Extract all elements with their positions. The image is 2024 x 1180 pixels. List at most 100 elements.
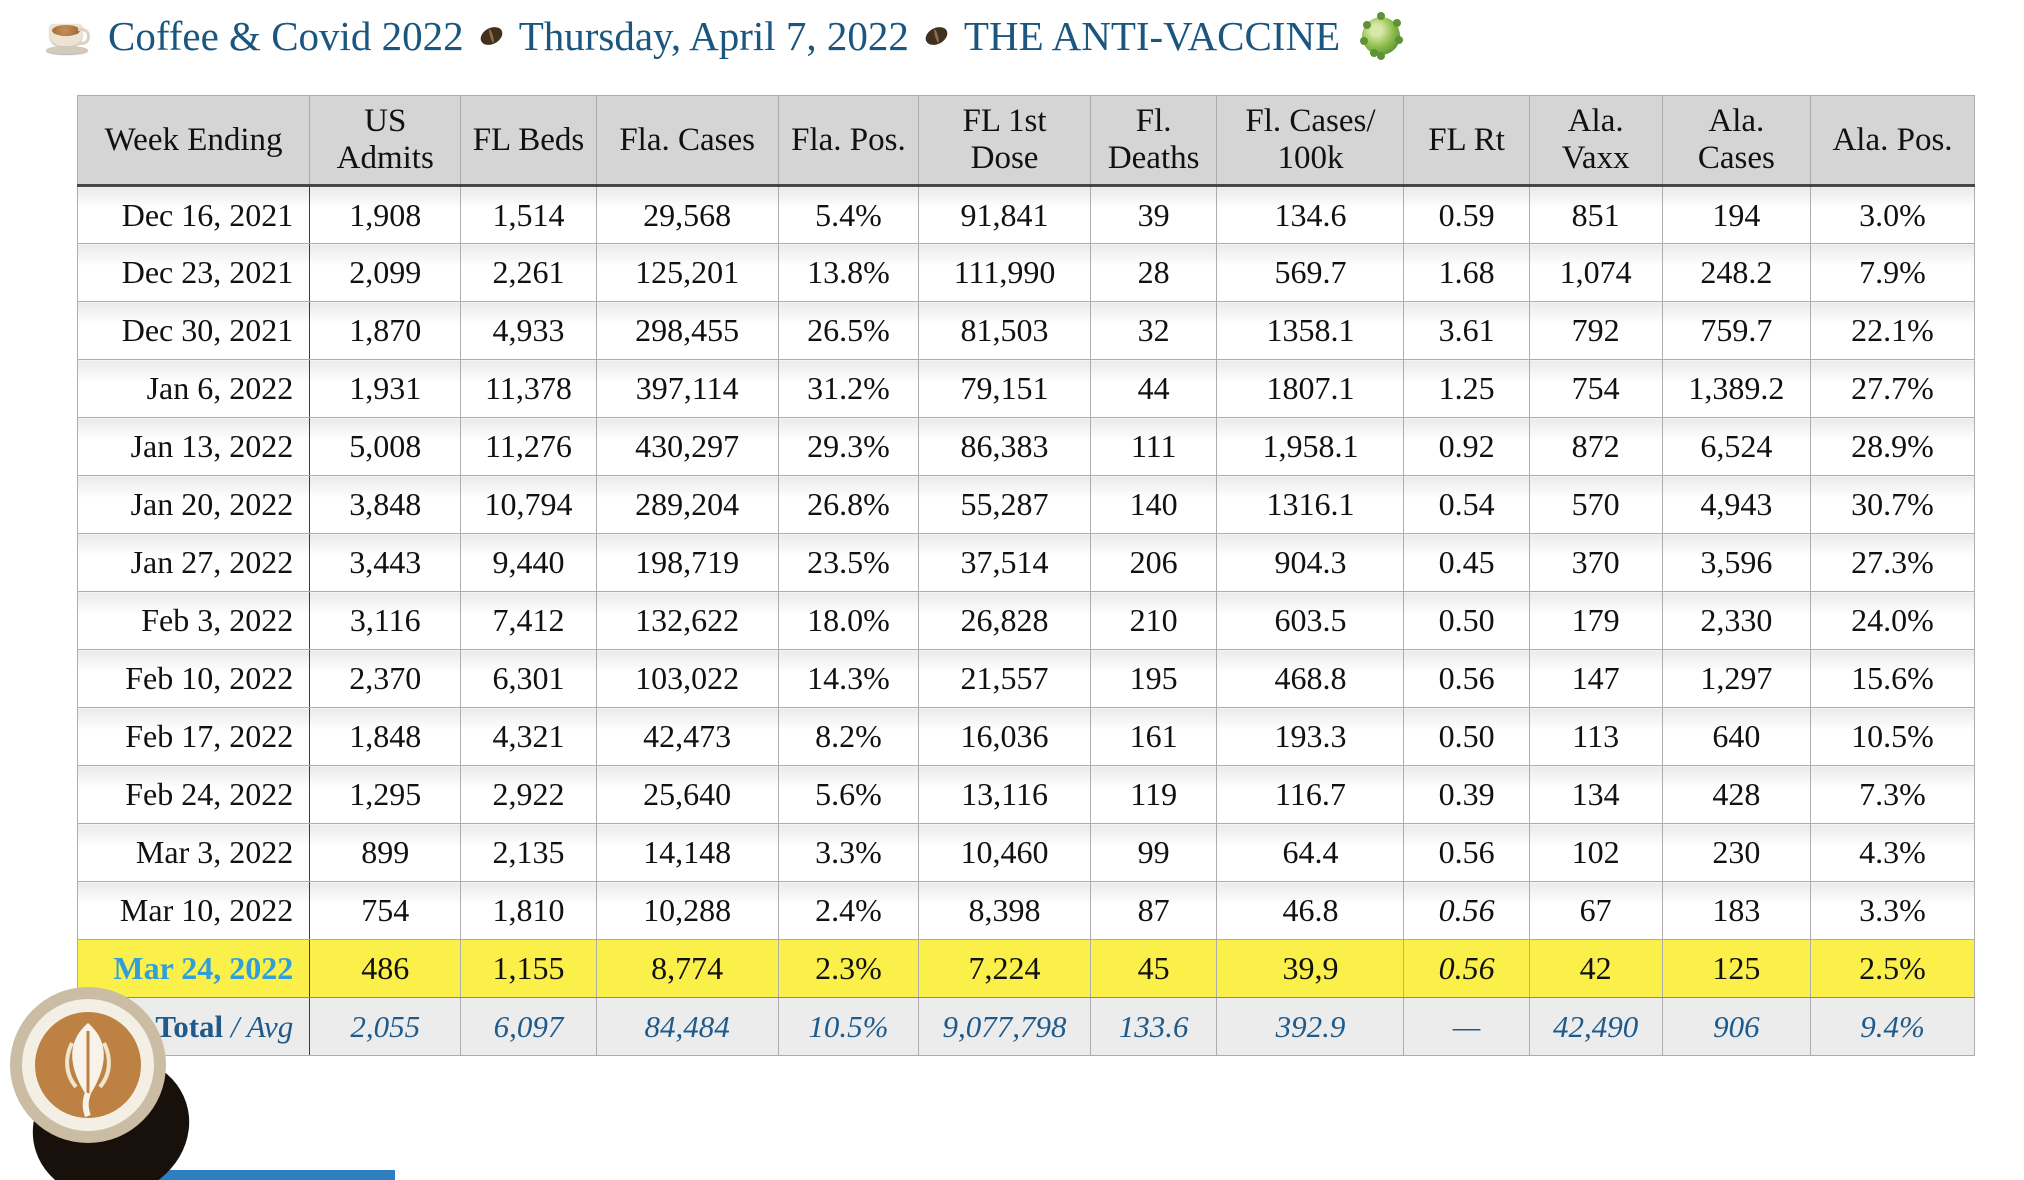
week-ending-cell: Mar 24, 2022 <box>76 939 311 998</box>
value-cell: 28.9% <box>1810 417 1975 476</box>
table-row: Feb 3, 2022 3,116 7,412 132,622 18.0% 26,828 2… <box>76 591 1975 650</box>
table-row: Jan 13, 2022 5,008 11,276 430,297 29.3% 86,38… <box>76 417 1975 476</box>
value-cell: 198,719 <box>595 533 779 592</box>
table-row: Jan 27, 2022 3,443 9,440 198,719 23.5% 37,514… <box>76 533 1975 592</box>
value-cell: 16,036 <box>918 707 1091 766</box>
column-header-4: Fla. Pos. <box>777 95 920 187</box>
value-cell: 754 <box>309 881 462 940</box>
value-cell: 2,099 <box>309 243 462 302</box>
value-cell: 3.3% <box>1810 881 1975 940</box>
value-cell: 39,9 <box>1216 939 1405 998</box>
latte-cup-photo <box>6 985 208 1180</box>
value-cell: 31.2% <box>777 359 920 418</box>
coffee-cup-icon <box>46 16 90 56</box>
week-ending-cell: Feb 3, 2022 <box>76 591 311 650</box>
value-cell: 0.45 <box>1403 533 1530 592</box>
value-cell: 0.56 <box>1403 823 1530 882</box>
value-cell: 13.8% <box>777 243 920 302</box>
value-cell: 7.3% <box>1810 765 1975 824</box>
value-cell: 2.5% <box>1810 939 1975 998</box>
value-cell: 428 <box>1661 765 1812 824</box>
value-cell: 1,295 <box>309 765 462 824</box>
value-cell: 193.3 <box>1216 707 1405 766</box>
value-cell: 5.4% <box>777 185 920 244</box>
column-header-7: Fl. Cases/ 100k <box>1216 95 1405 187</box>
column-header-8: FL Rt <box>1403 95 1530 187</box>
column-header-6: Fl. Deaths <box>1089 95 1218 187</box>
value-cell: 102 <box>1528 823 1663 882</box>
total-row: Total / Avg 2,055 6,097 84,484 10.5% 9,077,79… <box>76 997 1975 1056</box>
value-cell: 5,008 <box>309 417 462 476</box>
value-cell: 1,810 <box>460 881 597 940</box>
value-cell: 21,557 <box>918 649 1091 708</box>
value-cell: 125,201 <box>595 243 779 302</box>
bottom-blue-strip <box>105 1170 395 1180</box>
value-cell: 14,148 <box>595 823 779 882</box>
value-cell: 8,398 <box>918 881 1091 940</box>
table-row: Mar 3, 2022 899 2,135 14,148 3.3% 10,460 99 64.… <box>76 823 1975 882</box>
value-cell: 7,412 <box>460 591 597 650</box>
value-cell: 26.8% <box>777 475 920 534</box>
value-cell: 851 <box>1528 185 1663 244</box>
value-cell: 1,931 <box>309 359 462 418</box>
total-value-cell: 9,077,798 <box>918 997 1091 1056</box>
column-header-1: US Admits <box>309 95 462 187</box>
value-cell: 486 <box>309 939 462 998</box>
value-cell: 792 <box>1528 301 1663 360</box>
value-cell: 1,074 <box>1528 243 1663 302</box>
week-ending-cell: Dec 23, 2021 <box>76 243 311 302</box>
week-ending-cell: Dec 16, 2021 <box>76 185 311 244</box>
header-row: Week Ending US Admits FL Beds Fla. Cases Fla… <box>76 95 1975 187</box>
value-cell: 468.8 <box>1216 649 1405 708</box>
table-body: Dec 16, 2021 1,908 1,514 29,568 5.4% 91,841 39… <box>76 185 1975 998</box>
value-cell: 640 <box>1661 707 1812 766</box>
value-cell: 179 <box>1528 591 1663 650</box>
value-cell: 5.6% <box>777 765 920 824</box>
value-cell: 32 <box>1089 301 1218 360</box>
value-cell: 27.3% <box>1810 533 1975 592</box>
week-ending-cell: Mar 10, 2022 <box>76 881 311 940</box>
value-cell: 42 <box>1528 939 1663 998</box>
value-cell: 134 <box>1528 765 1663 824</box>
value-cell: 11,378 <box>460 359 597 418</box>
week-ending-cell: Jan 6, 2022 <box>76 359 311 418</box>
value-cell: 0.56 <box>1403 649 1530 708</box>
value-cell: 1358.1 <box>1216 301 1405 360</box>
value-cell: 248.2 <box>1661 243 1812 302</box>
total-value-cell: 133.6 <box>1089 997 1218 1056</box>
total-value-cell: 6,097 <box>460 997 597 1056</box>
value-cell: 6,301 <box>460 649 597 708</box>
value-cell: 0.39 <box>1403 765 1530 824</box>
value-cell: 46.8 <box>1216 881 1405 940</box>
value-cell: 0.50 <box>1403 591 1530 650</box>
value-cell: 6,524 <box>1661 417 1812 476</box>
table-row: Mar 10, 2022 754 1,810 10,288 2.4% 8,398 87 46.… <box>76 881 1975 940</box>
value-cell: 132,622 <box>595 591 779 650</box>
column-header-2: FL Beds <box>460 95 597 187</box>
value-cell: 904.3 <box>1216 533 1405 592</box>
value-cell: 30.7% <box>1810 475 1975 534</box>
value-cell: 22.1% <box>1810 301 1975 360</box>
value-cell: 45 <box>1089 939 1218 998</box>
value-cell: 42,473 <box>595 707 779 766</box>
value-cell: 18.0% <box>777 591 920 650</box>
table-row: Jan 6, 2022 1,931 11,378 397,114 31.2% 79,151… <box>76 359 1975 418</box>
value-cell: 8.2% <box>777 707 920 766</box>
value-cell: 11,276 <box>460 417 597 476</box>
value-cell: 1,514 <box>460 185 597 244</box>
value-cell: 8,774 <box>595 939 779 998</box>
value-cell: 111,990 <box>918 243 1091 302</box>
value-cell: 0.50 <box>1403 707 1530 766</box>
value-cell: 10,288 <box>595 881 779 940</box>
value-cell: 24.0% <box>1810 591 1975 650</box>
value-cell: 103,022 <box>595 649 779 708</box>
covid-stats-table: Week Ending US Admits FL Beds Fla. Cases Fla… <box>76 95 1975 1056</box>
value-cell: 230 <box>1661 823 1812 882</box>
column-header-3: Fla. Cases <box>595 95 779 187</box>
value-cell: 10.5% <box>1810 707 1975 766</box>
value-cell: 10,794 <box>460 475 597 534</box>
table-row: Jan 20, 2022 3,848 10,794 289,204 26.8% 55,28… <box>76 475 1975 534</box>
value-cell: 140 <box>1089 475 1218 534</box>
value-cell: 134.6 <box>1216 185 1405 244</box>
column-header-0: Week Ending <box>76 95 311 187</box>
